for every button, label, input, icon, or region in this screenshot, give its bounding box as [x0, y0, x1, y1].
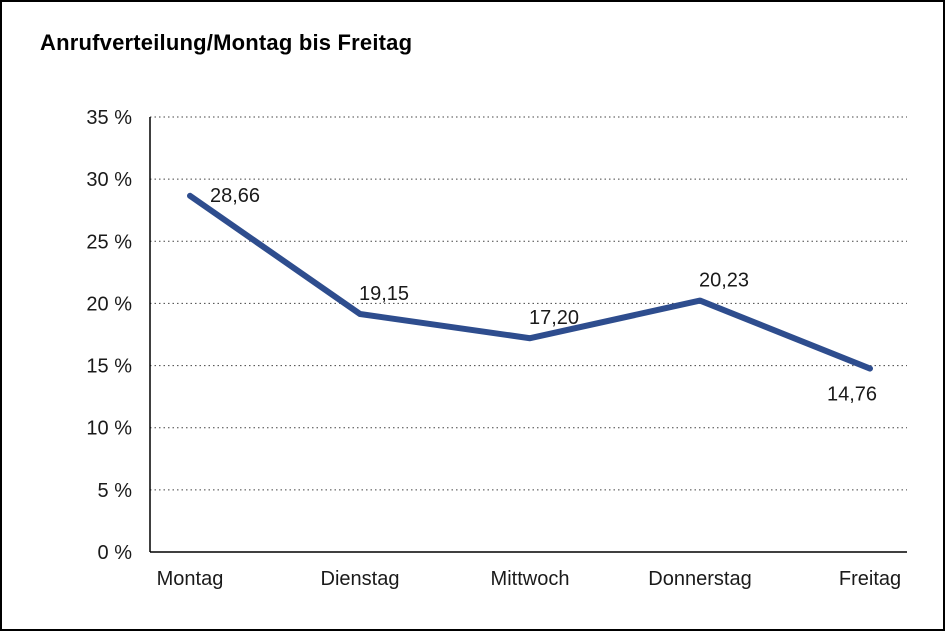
data-point-label: 28,66: [210, 185, 260, 207]
x-axis-tick-label: Mittwoch: [491, 568, 570, 590]
y-axis-tick-label: 15 %: [86, 356, 132, 378]
x-axis-tick-label: Donnerstag: [648, 568, 751, 590]
y-axis-tick-label: 25 %: [86, 231, 132, 253]
data-line: [187, 192, 873, 372]
chart-title: Anrufverteilung/Montag bis Freitag: [40, 30, 413, 55]
data-point-label: 19,15: [359, 283, 409, 305]
y-axis-tick-label: 20 %: [86, 293, 132, 315]
y-axis-tick-label: 30 %: [86, 169, 132, 191]
y-axis-tick-label: 5 %: [98, 480, 133, 502]
x-axis-tick-label: Montag: [157, 568, 224, 590]
y-axis-tick-label: 10 %: [86, 418, 132, 440]
data-point-label: 20,23: [699, 270, 749, 292]
y-axis-tick-label: 0 %: [98, 542, 133, 564]
x-axis-tick-label: Freitag: [839, 568, 901, 590]
data-point-label: 14,76: [827, 384, 877, 406]
data-point-label: 17,20: [529, 307, 579, 329]
x-axis-tick-label: Dienstag: [321, 568, 400, 590]
y-axis-tick-label: 35 %: [86, 107, 132, 129]
